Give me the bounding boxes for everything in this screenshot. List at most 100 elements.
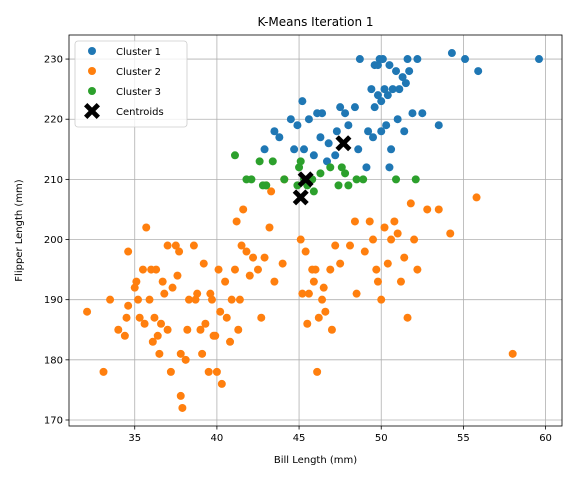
cluster-2-point bbox=[134, 295, 143, 304]
cluster-2-point bbox=[298, 289, 307, 298]
cluster-3-point bbox=[255, 157, 264, 166]
cluster-2-point bbox=[331, 241, 340, 250]
cluster-2-point bbox=[303, 319, 312, 328]
y-tick-label: 170 bbox=[44, 415, 63, 426]
x-tick-label: 40 bbox=[211, 433, 224, 444]
cluster-1-point bbox=[400, 127, 409, 136]
cluster-2-point bbox=[163, 241, 172, 250]
cluster-3-point bbox=[341, 169, 350, 178]
x-tick-label: 55 bbox=[457, 433, 470, 444]
cluster-2-point bbox=[253, 265, 262, 274]
cluster-2-point bbox=[350, 217, 359, 226]
axis-ticks: 35 40 45 50 55 60 170 180 190 200 210 220 230 bbox=[44, 55, 552, 444]
cluster-2-point bbox=[319, 283, 328, 292]
legend-label: Centroids bbox=[116, 107, 164, 118]
cluster-2-point bbox=[309, 277, 318, 286]
legend-marker bbox=[88, 67, 96, 75]
cluster-2-point bbox=[178, 403, 187, 412]
cluster-2-point bbox=[217, 379, 226, 388]
legend-label: Cluster 2 bbox=[116, 67, 161, 78]
cluster-2-point bbox=[120, 331, 129, 340]
cluster-2-point bbox=[150, 313, 159, 322]
cluster-3-point bbox=[295, 163, 304, 172]
cluster-2-point bbox=[199, 259, 208, 268]
y-tick-label: 210 bbox=[44, 175, 63, 186]
cluster-1-point bbox=[367, 85, 376, 94]
legend-centroid-marker bbox=[84, 103, 100, 119]
cluster-1-point bbox=[350, 103, 359, 112]
cluster-2-point bbox=[142, 223, 151, 232]
cluster-3-point bbox=[337, 163, 346, 172]
legend-label: Cluster 1 bbox=[116, 47, 161, 58]
cluster-3-point bbox=[352, 175, 361, 184]
cluster-1-point bbox=[382, 121, 391, 130]
cluster-1-point bbox=[405, 67, 414, 76]
y-tick-label: 180 bbox=[44, 355, 63, 366]
cluster-2-point bbox=[83, 307, 92, 316]
cluster-2-point bbox=[152, 265, 161, 274]
cluster-2-point bbox=[160, 289, 169, 298]
cluster-1-point bbox=[418, 109, 427, 118]
cluster-2-point bbox=[369, 235, 378, 244]
cluster-1-point bbox=[395, 85, 404, 94]
cluster-3-point bbox=[392, 175, 401, 184]
cluster-2-point bbox=[106, 295, 115, 304]
cluster-2-point bbox=[99, 367, 108, 376]
cluster-2-point bbox=[446, 229, 455, 238]
cluster-2-point bbox=[393, 229, 402, 238]
cluster-3-point bbox=[258, 181, 267, 190]
cluster-2-point bbox=[181, 355, 190, 364]
cluster-2-point bbox=[226, 337, 235, 346]
cluster-3-point bbox=[268, 157, 277, 166]
cluster-2-point bbox=[171, 241, 180, 250]
cluster-2-point bbox=[239, 205, 248, 214]
cluster-1-point bbox=[299, 145, 308, 154]
cluster-2-point bbox=[222, 313, 231, 322]
cluster-1-point bbox=[260, 145, 269, 154]
cluster-2-point bbox=[214, 265, 223, 274]
cluster-3-point bbox=[359, 175, 368, 184]
cluster-2-point bbox=[122, 313, 131, 322]
cluster-1-point bbox=[369, 133, 378, 142]
cluster-2-point bbox=[270, 277, 279, 286]
cluster-2-point bbox=[373, 277, 382, 286]
cluster-2-point bbox=[155, 349, 164, 358]
cluster-2-point bbox=[245, 271, 254, 280]
cluster-2-point bbox=[311, 265, 320, 274]
cluster-2-point bbox=[206, 289, 215, 298]
cluster-2-point bbox=[124, 247, 133, 256]
cluster-2-point bbox=[396, 277, 405, 286]
cluster-2-point bbox=[158, 277, 167, 286]
x-tick-label: 45 bbox=[293, 433, 306, 444]
cluster-1-point bbox=[378, 55, 387, 64]
cluster-2-point bbox=[346, 241, 355, 250]
cluster-2-point bbox=[304, 289, 313, 298]
cluster-2-point bbox=[124, 301, 133, 310]
cluster-1-point bbox=[362, 163, 371, 172]
cluster-2-point bbox=[336, 259, 345, 268]
cluster-2-point bbox=[234, 325, 243, 334]
cluster-2-point bbox=[472, 193, 481, 202]
cluster-1-point bbox=[461, 55, 470, 64]
cluster-3-point bbox=[411, 175, 420, 184]
cluster-3-point bbox=[296, 157, 305, 166]
cluster-2-point bbox=[132, 277, 141, 286]
cluster-2-point bbox=[403, 313, 412, 322]
cluster-1-point bbox=[377, 127, 386, 136]
cluster-1-point bbox=[434, 121, 443, 130]
cluster-1-point bbox=[447, 49, 456, 58]
cluster-2-point bbox=[189, 241, 198, 250]
cluster-1-point bbox=[270, 127, 279, 136]
cluster-1-point bbox=[408, 109, 417, 118]
cluster-1-point bbox=[392, 67, 401, 76]
cluster-2-point bbox=[204, 367, 213, 376]
cluster-2-point bbox=[321, 307, 330, 316]
cluster-2-point bbox=[406, 199, 415, 208]
legend: Cluster 1 Cluster 2 Cluster 3 Centroids bbox=[74, 40, 188, 128]
cluster-2-point bbox=[365, 217, 374, 226]
cluster-1-point bbox=[401, 79, 410, 88]
x-tick-label: 60 bbox=[539, 433, 552, 444]
cluster-2-point bbox=[140, 319, 149, 328]
cluster-2-point bbox=[211, 331, 220, 340]
